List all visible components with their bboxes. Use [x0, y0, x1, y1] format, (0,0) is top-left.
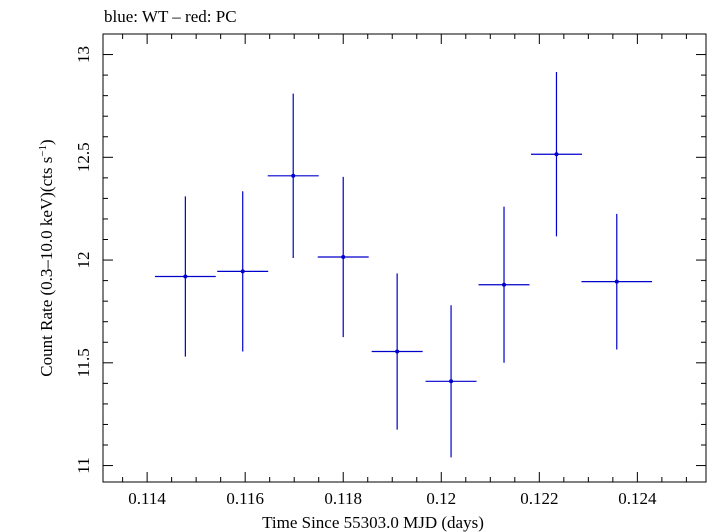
- data-point: [395, 349, 400, 354]
- data-point: [183, 274, 188, 279]
- y-axis-label-superscript: −1: [37, 145, 49, 157]
- data-point-group: [217, 191, 269, 352]
- x-tick-label: 0.114: [128, 489, 166, 508]
- data-point: [341, 254, 346, 259]
- x-tick-label: 0.116: [226, 489, 264, 508]
- data-point: [502, 282, 507, 287]
- y-axis-label: Count Rate (0.3–10.0 keV)(cts s−1): [37, 139, 56, 376]
- y-tick-label: 11: [74, 457, 93, 473]
- x-axis-ticks: [122, 34, 687, 482]
- y-axis-label-main: Count Rate (0.3–10.0 keV)(cts s: [37, 157, 56, 377]
- x-axis-tick-labels: 0.114 0.116 0.118 0.12 0.122 0.124: [128, 489, 657, 508]
- data-point: [554, 152, 559, 157]
- y-tick-label: 12: [74, 252, 93, 269]
- data-point: [449, 379, 454, 384]
- y-tick-label: 12.5: [74, 142, 93, 172]
- y-tick-label: 11.5: [74, 348, 93, 377]
- data-point: [240, 269, 245, 274]
- y-axis-ticks: [103, 33, 706, 467]
- chart-title: blue: WT – red: PC: [104, 7, 237, 26]
- data-point-group: [478, 206, 530, 363]
- x-tick-label: 0.122: [520, 489, 558, 508]
- plot-frame: [102, 33, 707, 483]
- data-point-group: [317, 176, 369, 338]
- data-point-group: [581, 213, 653, 350]
- x-axis-label: Time Since 55303.0 MJD (days): [262, 513, 484, 532]
- y-axis-tick-labels: 11 11.5 12 12.5 13: [74, 46, 93, 474]
- y-tick-label: 13: [74, 46, 93, 63]
- x-tick-label: 0.12: [426, 489, 456, 508]
- data-point-group: [154, 196, 216, 357]
- data-point: [614, 279, 619, 284]
- data-point: [291, 173, 296, 178]
- x-tick-label: 0.124: [618, 489, 657, 508]
- data-point-group: [530, 72, 582, 237]
- x-tick-label: 0.118: [324, 489, 362, 508]
- data-point-group: [371, 273, 423, 430]
- data-series: [154, 72, 653, 458]
- data-point-group: [425, 305, 477, 458]
- y-axis-label-suffix: ): [37, 139, 56, 145]
- data-point-group: [267, 93, 319, 258]
